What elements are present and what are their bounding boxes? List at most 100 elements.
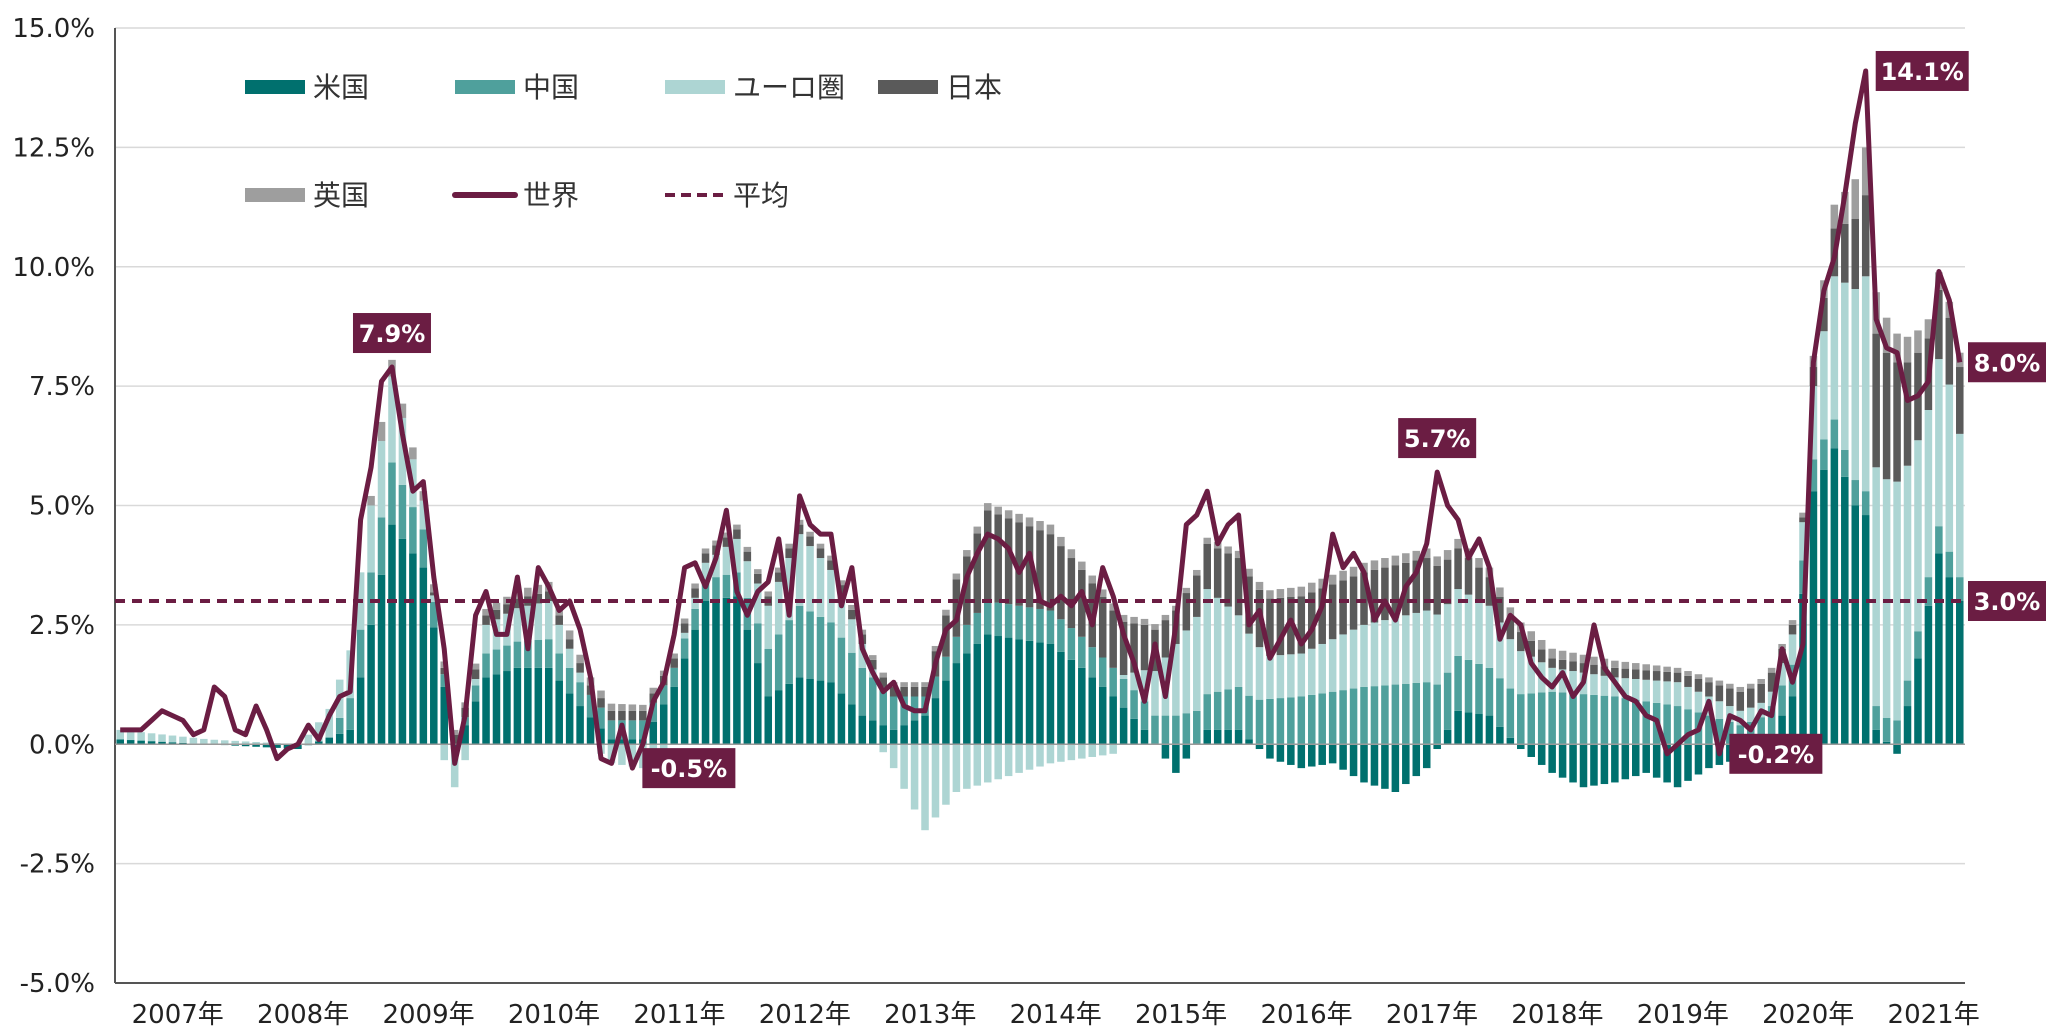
x-tick-label: 2007年 (132, 1000, 224, 1030)
bar-china (754, 623, 762, 664)
bar-china (659, 685, 668, 705)
bar-china (1903, 680, 1912, 707)
bar-china (1402, 683, 1410, 745)
bar-china (1485, 667, 1494, 716)
bar-us (1705, 744, 1713, 769)
bar-us (1224, 729, 1232, 745)
bar-japan (471, 669, 480, 679)
bar-euro (973, 744, 982, 786)
bar-uk (409, 447, 417, 460)
bar-japan (1360, 572, 1368, 625)
bar-euro (806, 546, 814, 612)
bar-us (576, 706, 584, 745)
bar-us (1412, 744, 1421, 777)
bar-us (419, 567, 428, 745)
bar-euro (1287, 654, 1295, 698)
bar-uk (618, 704, 626, 711)
bar-euro (388, 376, 396, 463)
bar-us (1381, 744, 1389, 789)
bar-china (1506, 688, 1515, 738)
bar-euro (1924, 410, 1933, 578)
bar-china (586, 694, 595, 718)
bar-uk (1119, 614, 1128, 622)
bar-uk (1370, 560, 1379, 570)
bar-uk (1339, 570, 1347, 581)
bar-us (503, 671, 511, 745)
bar-us (513, 667, 522, 745)
bar-euro (544, 601, 553, 640)
bar-euro (1590, 674, 1598, 695)
bar-china (628, 720, 637, 740)
legend-swatch-uk (245, 188, 305, 202)
bar-us (963, 653, 971, 745)
bar-china (1872, 706, 1880, 730)
bar-china (1328, 691, 1337, 745)
y-axis-ticks: 15.0% 12.5% 10.0% 7.5% 5.0% 2.5% 0.0% -2.5% -5.0… (12, 14, 95, 999)
bar-us (858, 715, 867, 745)
bar-us (1788, 696, 1797, 745)
bar-euro (722, 546, 731, 575)
bar-us (889, 729, 898, 745)
bar-uk (680, 618, 689, 624)
bar-euro (994, 744, 1002, 780)
bar-japan (513, 598, 522, 609)
x-tick-label: 2021年 (1888, 1000, 1980, 1030)
bar-euro (137, 732, 145, 741)
bar-japan (1307, 592, 1316, 649)
bar-uk (482, 608, 490, 616)
bar-china (1193, 710, 1201, 745)
bar-uk (1558, 650, 1567, 660)
legend-swatch-us (245, 80, 305, 94)
bar-euro (1119, 675, 1128, 679)
bar-japan (1475, 567, 1483, 601)
bar-china (1945, 551, 1954, 578)
bar-japan (680, 623, 689, 633)
bar-uk (1193, 569, 1201, 576)
bar-us (335, 733, 344, 745)
bar-euro (419, 500, 428, 530)
bar-china (691, 608, 699, 630)
bar-euro (1015, 744, 1023, 773)
bar-japan (1579, 663, 1588, 673)
x-tick-label: 2014年 (1010, 1000, 1102, 1030)
bar-euro (1464, 594, 1473, 660)
bar-euro (1130, 672, 1138, 691)
bar-uk (963, 550, 971, 557)
bar-euro (952, 744, 961, 792)
bar-china (1349, 688, 1358, 745)
bar-us (1046, 643, 1055, 745)
bar-euro (1935, 359, 1943, 527)
bar-japan (1464, 558, 1473, 595)
y-tick-label: 5.0% (29, 492, 95, 522)
bar-uk (534, 584, 543, 594)
bar-china (1600, 695, 1609, 745)
bar-china (377, 517, 386, 575)
bar-uk (785, 543, 793, 549)
bar-china (1715, 718, 1724, 745)
bar-euro (1224, 606, 1232, 690)
bar-us (1914, 658, 1922, 745)
bar-china (1015, 605, 1023, 640)
bar-uk (1621, 661, 1630, 669)
bar-euro (764, 605, 773, 649)
bar-euro (848, 619, 856, 653)
bar-uk (764, 591, 773, 597)
bar-euro (1151, 671, 1159, 716)
bar-euro (942, 744, 950, 805)
bar-china (848, 652, 856, 705)
bar-uk (1496, 587, 1504, 598)
bar-euro (315, 722, 323, 742)
callout-box (352, 313, 431, 354)
bar-japan (1098, 597, 1107, 658)
bar-japan (1788, 624, 1797, 635)
bar-japan (900, 686, 908, 697)
bar-euro (1663, 681, 1671, 705)
bar-uk (1182, 587, 1191, 594)
bar-euro (200, 738, 208, 744)
bar-japan (1182, 593, 1191, 631)
x-tick-label: 2019年 (1637, 1000, 1729, 1030)
bar-japan (1161, 620, 1170, 658)
bar-us (168, 742, 177, 745)
bar-china (1422, 682, 1431, 745)
